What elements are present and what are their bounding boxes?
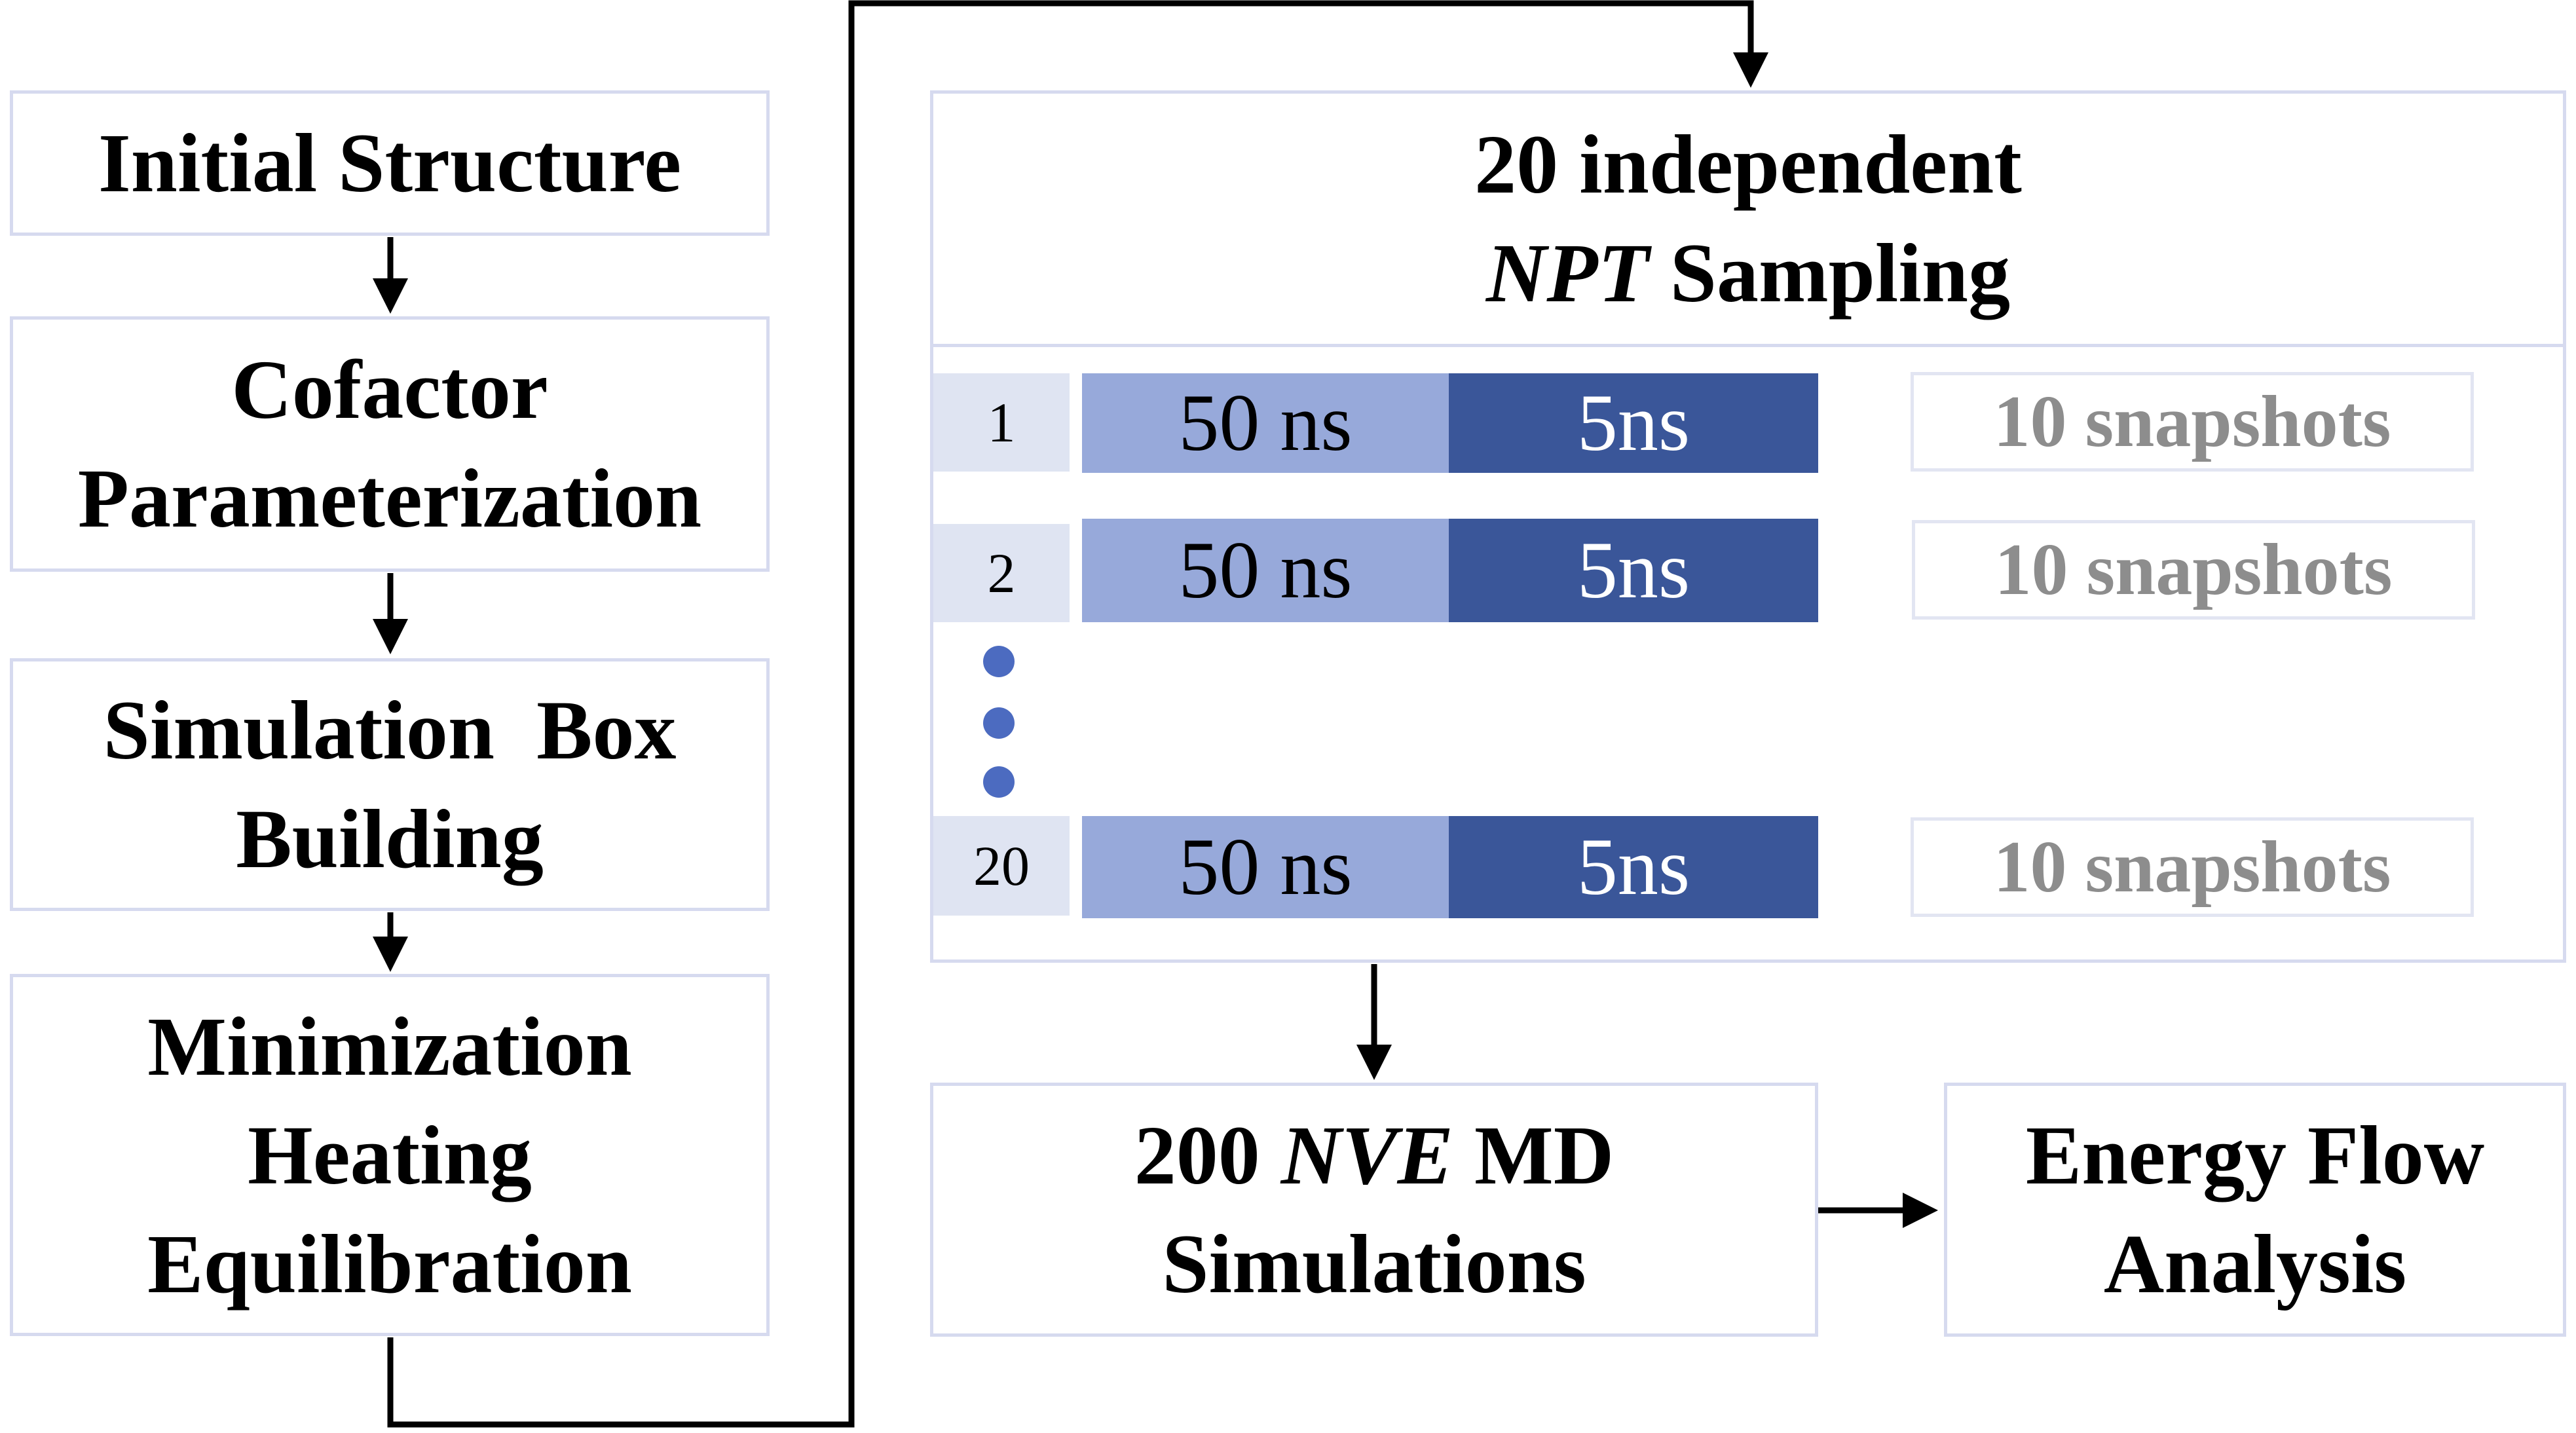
arrow-equilibration-to-sampling	[387, 0, 1768, 1428]
row2-snapshots-box: 10 snapshots	[1912, 520, 2475, 620]
npt-label: NPT	[1485, 227, 1649, 320]
md-label: MD	[1453, 1109, 1615, 1202]
initial-structure-box: Initial Structure	[10, 90, 770, 236]
row1-segment-50ns: 50 ns	[1082, 373, 1449, 473]
sampling-label: Sampling	[1649, 227, 2011, 320]
nve-line1: 200 NVE MD	[1134, 1101, 1614, 1210]
simulation-box-building-box: Simulation Box Building	[10, 658, 770, 911]
cofactor-parameterization-box: Cofactor Parameterization	[10, 316, 770, 572]
row2-segment-5ns: 5ns	[1449, 519, 1818, 622]
row-index-2: 2	[933, 524, 1070, 622]
sampling-title-line1: 20 independent	[1474, 118, 2022, 211]
ellipsis-dot-3	[983, 766, 1015, 798]
nve-label: NVE	[1280, 1109, 1453, 1202]
minimization-heating-equilibration-box: Minimization Heating Equilibration	[10, 974, 770, 1336]
row1-snapshots-box: 10 snapshots	[1911, 372, 2474, 472]
cofactor-label: Cofactor	[231, 343, 548, 436]
simulation-box-label: Simulation Box	[103, 684, 677, 777]
row20-snapshots-box: 10 snapshots	[1911, 817, 2474, 917]
row20-segment-50ns: 50 ns	[1082, 816, 1449, 918]
initial-structure-label: Initial Structure	[98, 117, 682, 210]
energy-flow-analysis-box: Energy Flow Analysis	[1944, 1083, 2566, 1337]
equilibration-label: Equilibration	[147, 1217, 632, 1311]
sampling-title-box: 20 independent NPT Sampling	[930, 90, 2566, 347]
energy-flow-label: Energy Flow	[2025, 1109, 2485, 1202]
nve-count: 200	[1134, 1109, 1281, 1202]
row1-segment-5ns: 5ns	[1449, 373, 1818, 473]
ellipsis-dot-1	[983, 646, 1015, 677]
sampling-title-line2: NPT Sampling	[1486, 219, 2010, 327]
row-index-1: 1	[933, 373, 1070, 472]
minimization-label: Minimization	[147, 999, 632, 1093]
heating-label: Heating	[248, 1108, 532, 1202]
nve-simulations-box: 200 NVE MD Simulations	[930, 1083, 1818, 1337]
building-label: Building	[236, 792, 544, 885]
row-index-20: 20	[933, 816, 1070, 916]
analysis-label: Analysis	[2103, 1218, 2407, 1311]
simulations-label: Simulations	[1162, 1218, 1586, 1311]
parameterization-label: Parameterization	[77, 452, 702, 545]
row2-segment-50ns: 50 ns	[1082, 519, 1449, 622]
ellipsis-dot-2	[983, 707, 1015, 739]
row20-segment-5ns: 5ns	[1449, 816, 1818, 918]
